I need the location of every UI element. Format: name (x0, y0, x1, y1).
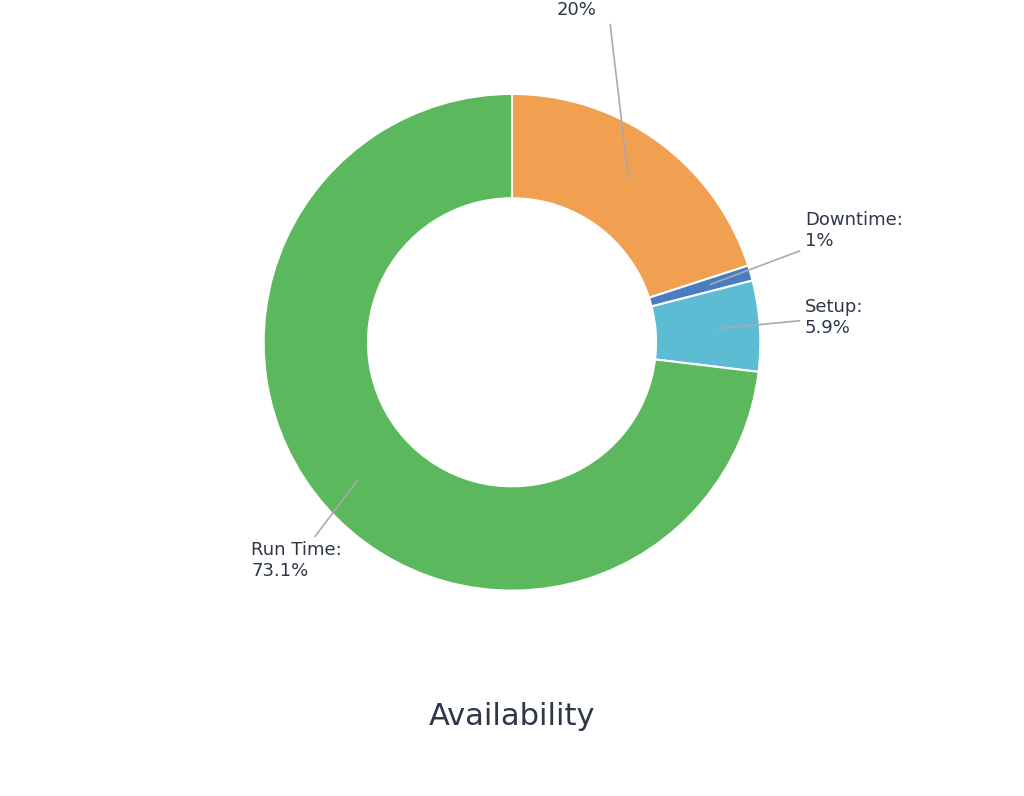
Text: Downtime:
1%: Downtime: 1% (711, 211, 903, 284)
Text: Short Stop:
20%: Short Stop: 20% (557, 0, 657, 179)
Wedge shape (512, 94, 749, 298)
Text: Availability: Availability (429, 702, 595, 731)
Wedge shape (651, 280, 761, 372)
Text: Setup:
5.9%: Setup: 5.9% (718, 298, 863, 337)
Wedge shape (263, 94, 759, 591)
Wedge shape (649, 266, 753, 306)
Text: Run Time:
73.1%: Run Time: 73.1% (251, 480, 358, 580)
